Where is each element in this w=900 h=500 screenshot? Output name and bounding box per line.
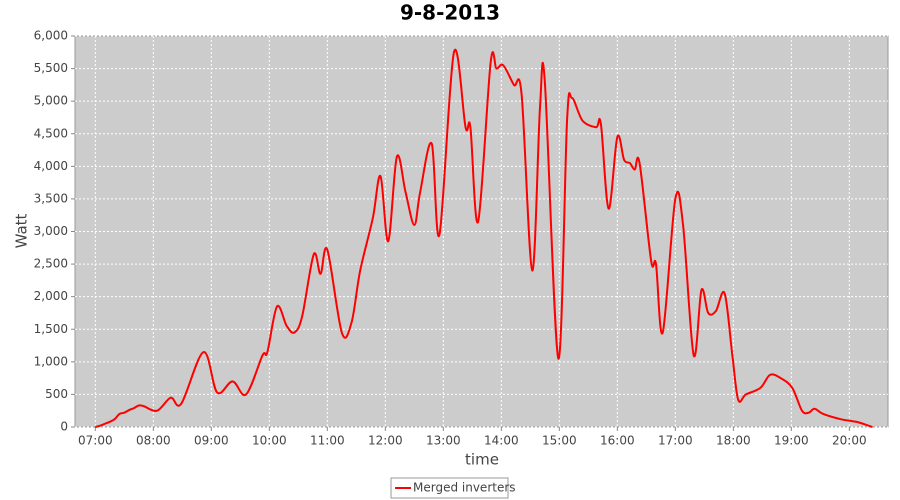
x-tick-label: 19:00 [774,434,809,448]
y-tick-label: 2,000 [34,289,68,303]
x-tick-label: 09:00 [194,434,229,448]
y-tick-label: 6,000 [34,29,68,43]
y-axis-label: Watt [13,213,31,248]
x-tick-label: 16:00 [600,434,635,448]
x-tick-label: 10:00 [252,434,287,448]
x-tick-label: 20:00 [832,434,867,448]
x-tick-label: 11:00 [310,434,345,448]
x-tick-label: 17:00 [658,434,693,448]
legend-label: Merged inverters [413,481,516,495]
legend: Merged inverters [390,477,516,499]
x-tick-label: 12:00 [368,434,403,448]
y-tick-label: 4,000 [34,159,68,173]
x-tick-label: 07:00 [78,434,113,448]
x-tick-label: 18:00 [716,434,751,448]
y-tick-label: 5,500 [34,61,68,75]
data-line [95,48,873,428]
x-tick-label: 08:00 [136,434,171,448]
y-tick-label: 0 [60,420,68,434]
x-tick-label: 15:00 [542,434,577,448]
y-tick-label: 1,000 [34,354,68,368]
legend-box [390,477,509,499]
y-tick-label: 500 [45,387,68,401]
x-tick-label: 14:00 [484,434,519,448]
y-tick-label: 4,500 [34,126,68,140]
x-tick-label: 13:00 [426,434,461,448]
y-tick-label: 3,000 [34,224,68,238]
y-tick-label: 1,500 [34,322,68,336]
y-tick-label: 3,500 [34,191,68,205]
y-tick-label: 5,000 [34,94,68,108]
y-tick-label: 2,500 [34,257,68,271]
chart-title: 9-8-2013 [400,1,500,25]
x-axis-label: time [465,451,499,469]
